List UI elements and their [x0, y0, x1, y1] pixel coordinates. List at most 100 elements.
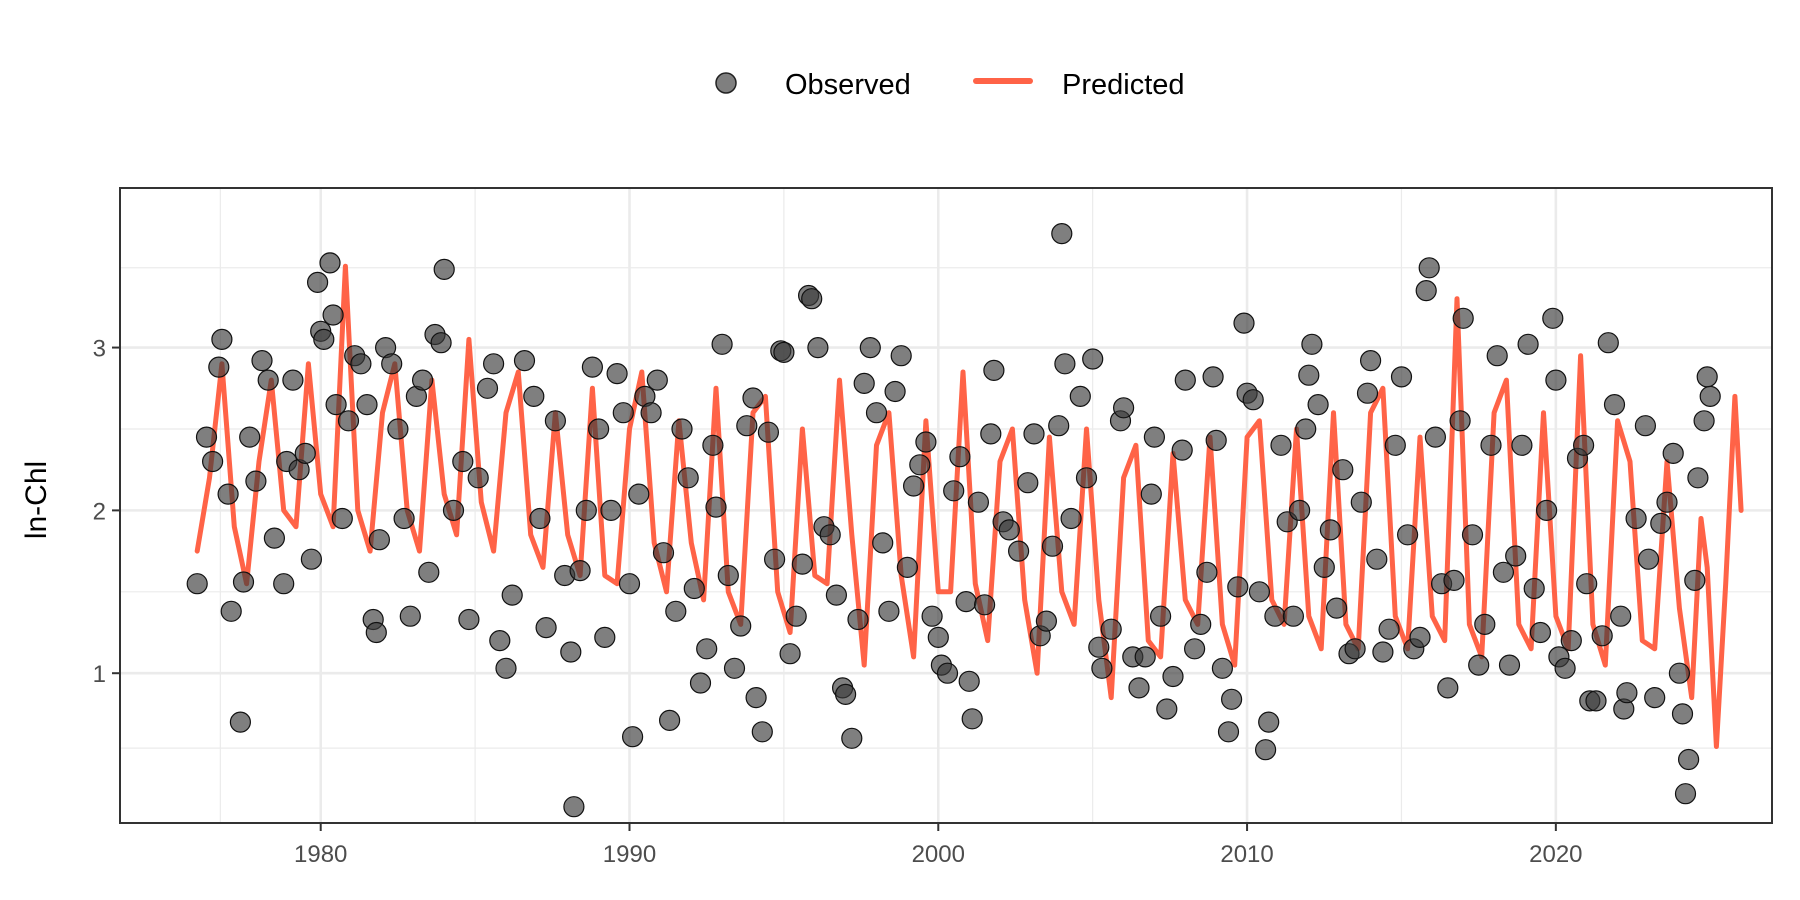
observed-point	[1576, 573, 1598, 595]
observed-point	[1270, 434, 1292, 456]
observed-points-series	[186, 223, 1721, 818]
observed-point	[307, 271, 329, 293]
observed-point	[1535, 499, 1558, 521]
observed-point	[1637, 548, 1660, 570]
observed-point	[936, 662, 959, 684]
observed-point	[1486, 345, 1508, 367]
observed-point	[208, 356, 230, 378]
observed-point	[717, 564, 739, 587]
observed-point	[1128, 677, 1150, 699]
observed-point	[489, 629, 511, 652]
observed-point	[1396, 524, 1419, 546]
observed-point	[523, 385, 545, 407]
observed-point	[1480, 434, 1502, 456]
observed-point	[1313, 556, 1335, 579]
observed-point	[658, 709, 681, 732]
observed-point	[1035, 610, 1058, 632]
observed-point	[1591, 625, 1613, 647]
observed-point	[273, 573, 295, 595]
observed-point	[1366, 548, 1388, 570]
observed-point	[1687, 467, 1709, 489]
observed-point	[1288, 499, 1311, 521]
observed-point	[1023, 423, 1045, 445]
observed-point	[1156, 698, 1178, 720]
panel-border	[119, 187, 1773, 824]
x-tick-label: 2020	[1529, 841, 1582, 868]
legend: Observed Predicted	[715, 69, 1185, 101]
observed-point	[1545, 369, 1567, 391]
observed-point	[859, 337, 881, 359]
observed-point	[220, 600, 242, 622]
observed-point	[1344, 638, 1366, 660]
observed-point	[458, 608, 480, 631]
observed-point	[495, 657, 517, 679]
observed-point	[1183, 638, 1206, 660]
observed-point	[1254, 739, 1277, 761]
observed-point	[1699, 385, 1721, 407]
observed-point	[186, 573, 208, 595]
observed-point	[232, 571, 255, 593]
observed-point	[763, 548, 786, 570]
y-axis: 1 2 3	[93, 336, 120, 688]
x-tick-label: 1990	[603, 841, 656, 868]
observed-point	[1468, 654, 1490, 676]
observed-point	[1529, 621, 1552, 644]
observed-point	[652, 542, 675, 564]
observed-point	[433, 258, 455, 280]
observed-point	[801, 288, 823, 310]
observed-point	[853, 372, 875, 394]
observed-point	[1542, 307, 1564, 329]
observed-point	[967, 491, 990, 513]
observed-point	[1554, 657, 1576, 679]
observed-point	[618, 573, 641, 595]
observed-point	[1217, 721, 1240, 743]
observed-point	[313, 328, 335, 350]
observed-point	[1650, 512, 1672, 535]
observed-point	[202, 450, 224, 473]
observed-point	[217, 483, 239, 505]
observed-point	[640, 402, 662, 424]
observed-point	[1644, 686, 1666, 709]
observed-point	[628, 483, 650, 505]
observed-point	[1511, 434, 1533, 456]
observed-point	[665, 600, 687, 622]
observed-point	[1597, 332, 1619, 354]
observed-point	[1220, 688, 1243, 710]
observed-point	[581, 356, 604, 378]
legend-observed-key	[715, 72, 737, 94]
observed-point	[1054, 353, 1076, 375]
observed-point	[1560, 629, 1582, 652]
observed-point	[958, 670, 980, 692]
observed-point	[1298, 364, 1320, 386]
observed-point	[350, 353, 372, 375]
legend-observed-label: Observed	[785, 69, 911, 101]
y-tick-label: 1	[93, 661, 106, 688]
observed-point	[365, 621, 387, 644]
observed-point	[773, 341, 795, 363]
observed-point	[1350, 491, 1372, 513]
observed-point	[943, 480, 965, 502]
observed-point	[1332, 459, 1354, 481]
y-tick-label: 3	[93, 336, 106, 363]
observed-point	[1474, 613, 1496, 636]
observed-point	[1437, 677, 1459, 699]
observed-point	[757, 421, 780, 443]
observed-point	[1449, 410, 1471, 432]
observed-point	[368, 529, 390, 551]
observed-point	[600, 499, 622, 521]
observed-point	[723, 657, 746, 679]
observed-point	[1656, 491, 1678, 513]
observed-point	[560, 641, 582, 663]
observed-point	[1384, 434, 1406, 456]
observed-point	[909, 454, 931, 476]
observed-point	[927, 626, 949, 649]
observed-point	[282, 369, 304, 391]
observed-point	[587, 418, 610, 440]
observed-point	[1242, 389, 1264, 411]
observed-point	[211, 328, 233, 350]
observed-point	[1356, 382, 1379, 404]
grid	[120, 188, 1772, 823]
observed-point	[621, 726, 644, 748]
observed-point	[1190, 613, 1212, 636]
